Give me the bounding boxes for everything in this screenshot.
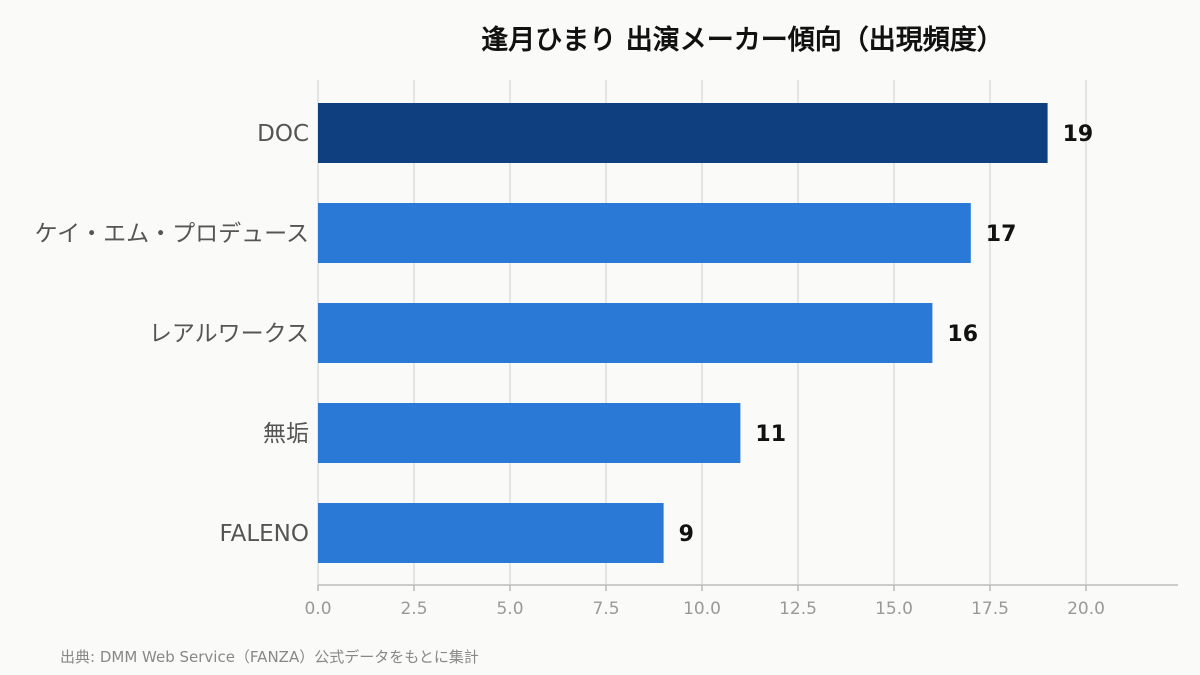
category-label: レアルワークス [149,321,309,347]
data-label: 16 [947,322,978,347]
bar [318,203,971,263]
x-tick-label: 7.5 [592,599,619,619]
x-tick-label: 10.0 [683,599,721,619]
data-label: 11 [755,422,786,447]
category-label: FALENO [219,521,309,547]
x-tick-label: 17.5 [971,599,1009,619]
bar [318,403,741,463]
data-label: 19 [1063,122,1094,147]
chart-title: 逢月ひまり 出演メーカー傾向（出現頻度） [481,25,1004,56]
category-label: ケイ・エム・プロデュース [35,221,309,247]
bar [318,503,664,563]
data-label: 17 [986,222,1017,247]
x-tick-label: 12.5 [779,599,817,619]
x-tick-label: 0.0 [304,599,331,619]
x-tick-label: 5.0 [496,599,523,619]
bar [318,303,933,363]
x-tick-label: 15.0 [875,599,913,619]
x-tick-label: 20.0 [1067,599,1105,619]
category-label: 無垢 [263,421,309,447]
source-note: 出典: DMM Web Service（FANZA）公式データをもとに集計 [60,648,479,666]
category-label: DOC [257,121,309,147]
bar [318,103,1048,163]
data-label: 9 [679,522,694,547]
x-tick-label: 2.5 [400,599,427,619]
